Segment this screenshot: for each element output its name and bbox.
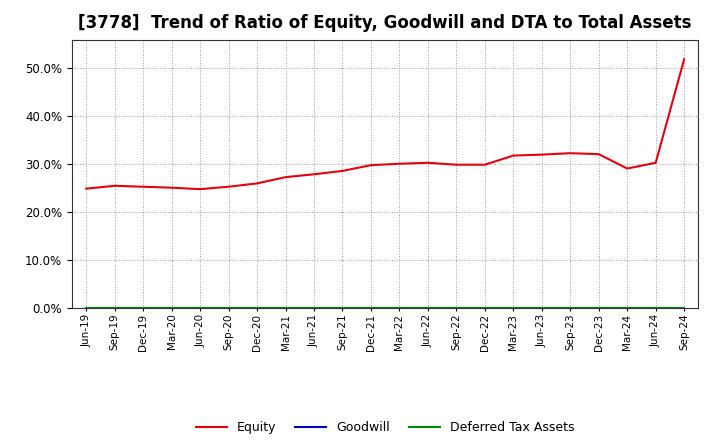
Equity: [338, 168, 347, 173]
Equity: [139, 184, 148, 189]
Legend: Equity, Goodwill, Deferred Tax Assets: Equity, Goodwill, Deferred Tax Assets: [191, 416, 580, 439]
Equity: [595, 151, 603, 157]
Equity: [395, 161, 404, 166]
Deferred Tax Assets: [652, 305, 660, 311]
Deferred Tax Assets: [566, 305, 575, 311]
Deferred Tax Assets: [253, 305, 261, 311]
Deferred Tax Assets: [338, 305, 347, 311]
Equity: [310, 172, 318, 177]
Goodwill: [480, 305, 489, 311]
Goodwill: [253, 305, 261, 311]
Goodwill: [537, 305, 546, 311]
Equity: [225, 184, 233, 189]
Deferred Tax Assets: [139, 305, 148, 311]
Goodwill: [452, 305, 461, 311]
Deferred Tax Assets: [282, 305, 290, 311]
Equity: [282, 175, 290, 180]
Title: [3778]  Trend of Ratio of Equity, Goodwill and DTA to Total Assets: [3778] Trend of Ratio of Equity, Goodwil…: [78, 15, 692, 33]
Deferred Tax Assets: [167, 305, 176, 311]
Deferred Tax Assets: [509, 305, 518, 311]
Deferred Tax Assets: [595, 305, 603, 311]
Goodwill: [366, 305, 375, 311]
Goodwill: [167, 305, 176, 311]
Deferred Tax Assets: [680, 305, 688, 311]
Equity: [167, 185, 176, 191]
Deferred Tax Assets: [225, 305, 233, 311]
Goodwill: [509, 305, 518, 311]
Equity: [652, 160, 660, 165]
Equity: [82, 186, 91, 191]
Deferred Tax Assets: [423, 305, 432, 311]
Deferred Tax Assets: [196, 305, 204, 311]
Goodwill: [310, 305, 318, 311]
Equity: [566, 150, 575, 156]
Equity: [623, 166, 631, 171]
Equity: [480, 162, 489, 167]
Equity: [110, 183, 119, 188]
Goodwill: [395, 305, 404, 311]
Deferred Tax Assets: [110, 305, 119, 311]
Goodwill: [225, 305, 233, 311]
Deferred Tax Assets: [366, 305, 375, 311]
Deferred Tax Assets: [395, 305, 404, 311]
Goodwill: [139, 305, 148, 311]
Goodwill: [652, 305, 660, 311]
Equity: [196, 187, 204, 192]
Goodwill: [595, 305, 603, 311]
Equity: [509, 153, 518, 158]
Equity: [423, 160, 432, 165]
Equity: [537, 152, 546, 157]
Goodwill: [338, 305, 347, 311]
Goodwill: [566, 305, 575, 311]
Goodwill: [623, 305, 631, 311]
Deferred Tax Assets: [310, 305, 318, 311]
Equity: [253, 181, 261, 186]
Goodwill: [282, 305, 290, 311]
Deferred Tax Assets: [623, 305, 631, 311]
Equity: [680, 57, 688, 62]
Line: Equity: Equity: [86, 59, 684, 189]
Equity: [366, 162, 375, 168]
Deferred Tax Assets: [480, 305, 489, 311]
Goodwill: [110, 305, 119, 311]
Goodwill: [680, 305, 688, 311]
Deferred Tax Assets: [82, 305, 91, 311]
Deferred Tax Assets: [537, 305, 546, 311]
Goodwill: [82, 305, 91, 311]
Goodwill: [196, 305, 204, 311]
Goodwill: [423, 305, 432, 311]
Deferred Tax Assets: [452, 305, 461, 311]
Equity: [452, 162, 461, 167]
